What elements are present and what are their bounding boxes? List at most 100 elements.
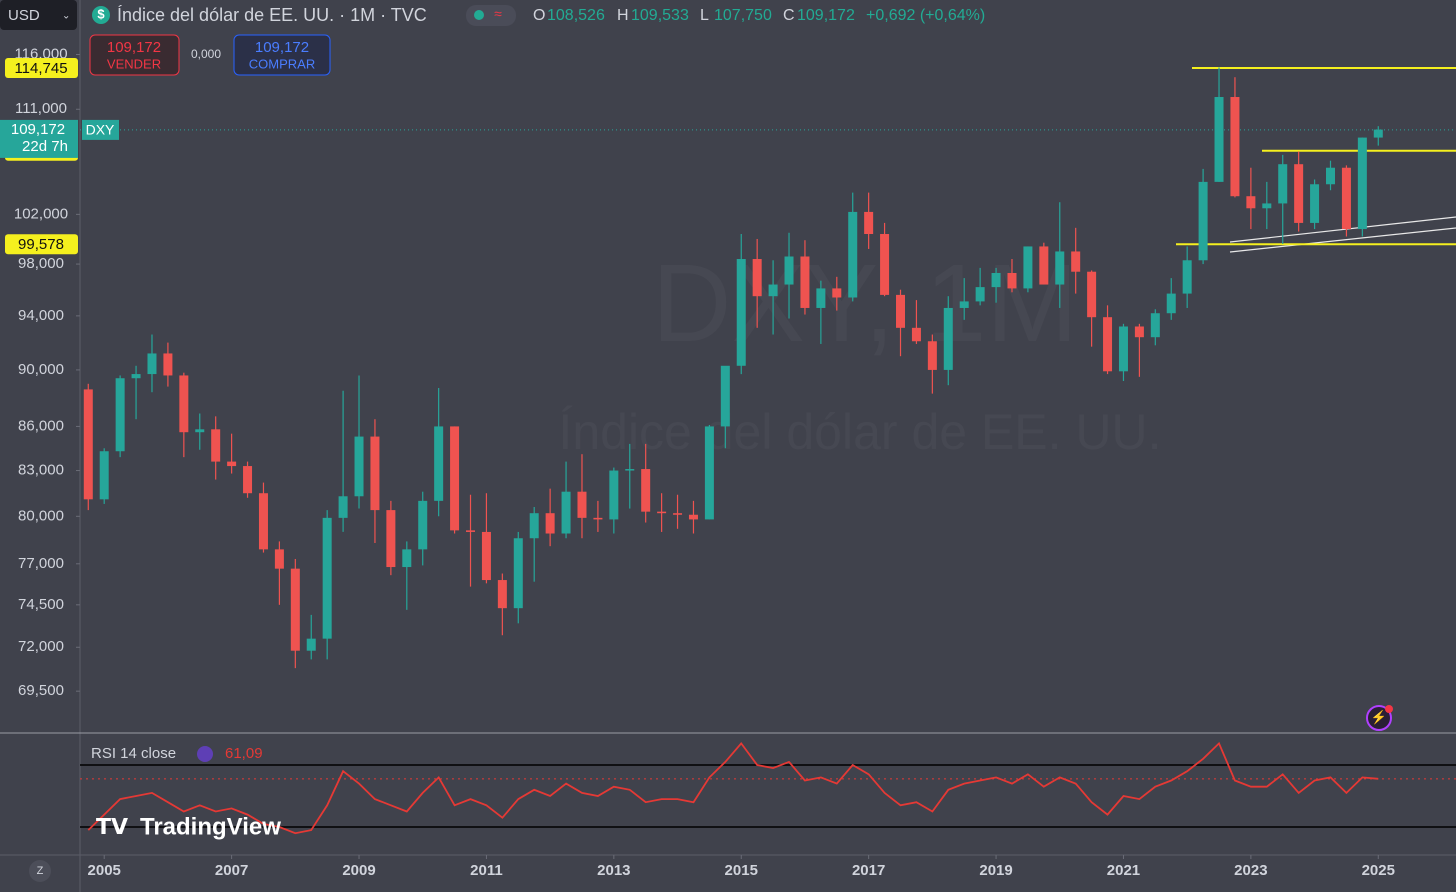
candle-body: [322, 517, 332, 639]
logo-mark: 𝗧𝗩: [96, 814, 128, 839]
ohlc-value: 107,750: [714, 7, 772, 24]
candle-body: [1039, 246, 1049, 285]
candle-body: [1071, 251, 1081, 272]
candle-body: [1118, 326, 1128, 372]
candle-body: [211, 429, 221, 462]
title[interactable]: Índice del dólar de EE. UU. · 1M · TVC: [117, 5, 427, 25]
candle-body: [1230, 97, 1240, 197]
candle-body: [115, 378, 125, 452]
level-tag: [5, 58, 78, 79]
overlay: USD ⌄ $ Índice del dólar de EE. UU. · 1M…: [0, 0, 1393, 882]
candle-body: [1087, 271, 1097, 318]
candle-body: [434, 426, 444, 501]
ohlc-label: C: [783, 7, 795, 24]
x-tick-label: 2011: [470, 862, 503, 879]
candle-body: [736, 259, 746, 366]
alert-icon[interactable]: [1366, 705, 1392, 731]
level-label: 114,745: [14, 60, 67, 77]
candle-body: [354, 436, 364, 497]
candle-body: [258, 493, 268, 550]
x-tick-label: 2019: [979, 862, 1012, 879]
ohlc-label: L: [700, 7, 709, 24]
candle-body: [1278, 164, 1288, 204]
y-tick-label: 102,000: [14, 205, 68, 222]
candle-body: [1150, 313, 1160, 338]
candle-body: [943, 307, 953, 370]
candle-body: [1262, 203, 1272, 209]
x-tick-label: 2005: [88, 862, 121, 879]
candle-body: [147, 353, 157, 375]
candle-body: [1373, 129, 1383, 138]
candle-body: [179, 375, 189, 433]
candle-body: [1007, 272, 1017, 289]
countdown: 22d 7h: [22, 138, 68, 155]
ohlc-label: O: [533, 7, 545, 24]
rsi-line: [87, 741, 1379, 835]
rsi-label: RSI 14 close: [91, 745, 176, 762]
ohlc-value: 108,526: [547, 7, 605, 24]
buy-price: 109,172: [255, 39, 309, 56]
candle-body: [386, 510, 396, 568]
x-tick-label: 2009: [342, 862, 375, 879]
candle-body: [832, 288, 842, 298]
candle-body: [1166, 293, 1176, 314]
candle-body: [657, 511, 667, 514]
sell-label: VENDER: [107, 56, 161, 71]
candle-body: [1326, 167, 1336, 185]
candle-body: [768, 284, 778, 297]
watermark: DXY, 1M: [652, 242, 1078, 365]
y-tick-label: 72,000: [18, 638, 64, 655]
sell-button[interactable]: [89, 34, 180, 76]
candle-body: [561, 491, 571, 534]
candle-body: [991, 272, 1001, 288]
last-price-tag: [0, 119, 78, 158]
x-tick-label: 2007: [215, 862, 248, 879]
candle-body: [402, 549, 412, 568]
candle-body: [896, 294, 906, 328]
candle-body: [1134, 326, 1144, 338]
ohlc-value: 109,172: [797, 7, 855, 24]
candle-body: [927, 341, 937, 370]
symbol-tag: [82, 119, 119, 140]
x-tick-label: 2017: [852, 862, 885, 879]
buy-button[interactable]: [233, 34, 331, 76]
candle-body: [816, 288, 826, 308]
status-pill[interactable]: [466, 5, 516, 26]
trend-line: [1229, 227, 1456, 253]
scale-button[interactable]: [29, 860, 51, 882]
currency-selector[interactable]: [0, 0, 77, 30]
candle-body: [163, 353, 173, 376]
candle-body: [529, 513, 539, 539]
y-tick-label: 94,000: [18, 307, 64, 324]
symbol-icon-bg: [92, 6, 110, 24]
candle-body: [306, 638, 316, 651]
candle-body: [370, 436, 380, 511]
candle-body: [1023, 246, 1033, 289]
candle-body: [466, 530, 476, 532]
candle-body: [243, 466, 253, 494]
candle-body: [959, 301, 969, 308]
candle-body: [1246, 196, 1256, 209]
y-tick-label: 86,000: [18, 417, 64, 434]
candle-body: [720, 365, 730, 427]
candle-body: [577, 491, 587, 518]
candle-body: [1294, 164, 1304, 223]
candle-body: [545, 513, 555, 534]
candle-body: [864, 211, 874, 235]
level-tag: [5, 234, 78, 255]
watermark-subtitle: Índice del dólar de EE. UU.: [558, 404, 1161, 460]
rsi-icon: [197, 746, 213, 762]
candle-body: [83, 389, 93, 500]
candle-body: [975, 287, 985, 302]
symbol-label: DXY: [86, 122, 115, 138]
y-tick-label: 98,000: [18, 255, 64, 272]
x-tick-label: 2025: [1362, 862, 1395, 879]
candle-body: [704, 426, 714, 520]
y-tick-label: 90,000: [18, 361, 64, 378]
y-tick-label: 74,500: [18, 596, 64, 613]
candle-body: [1341, 167, 1351, 230]
x-tick-label: 2015: [725, 862, 758, 879]
y-tick-label: 111,000: [15, 100, 67, 117]
